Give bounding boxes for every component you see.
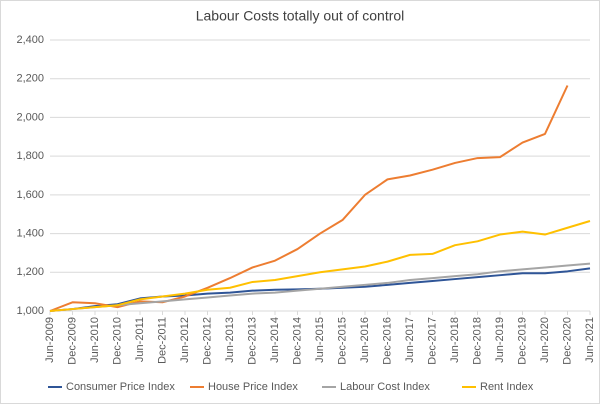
series-line [49, 262, 591, 312]
y-tick-label: 2,000 [16, 111, 44, 123]
x-tick-label: Dec-2013 [246, 317, 258, 365]
x-tick-label: Jun-2021 [584, 317, 596, 363]
legend-label: Consumer Price Index [66, 381, 175, 393]
y-tick-label: 1,800 [16, 150, 44, 162]
x-tick-label: Jun-2019 [494, 317, 506, 363]
x-tick-label: Jun-2009 [44, 317, 56, 363]
x-tick-label: Jun-2010 [89, 317, 101, 363]
x-tick-label: Dec-2014 [291, 317, 303, 365]
x-tick-label: Dec-2011 [156, 317, 168, 364]
legend-label: House Price Index [208, 381, 298, 393]
x-tick-label: Jun-2017 [404, 317, 416, 363]
x-tick-label: Jun-2014 [269, 317, 281, 363]
x-tick-label: Dec-2017 [426, 317, 438, 365]
x-tick-label: Dec-2009 [66, 317, 78, 365]
x-tick-label: Jun-2013 [224, 317, 236, 363]
x-tick-label: Dec-2018 [471, 317, 483, 365]
x-tick-label: Jun-2012 [179, 317, 191, 363]
series-line [49, 85, 569, 312]
x-tick-label: Jun-2016 [359, 317, 371, 363]
y-tick-label: 1,200 [16, 266, 44, 278]
x-tick-label: Jun-2015 [314, 317, 326, 363]
x-tick-label: Jun-2018 [449, 317, 461, 363]
legend-label: Labour Cost Index [340, 381, 430, 393]
x-tick-label: Jun-2020 [539, 317, 551, 363]
x-tick-label: Dec-2016 [381, 317, 393, 365]
series-line [49, 220, 591, 312]
x-tick-label: Dec-2015 [336, 317, 348, 365]
x-tick-label: Jun-2011 [134, 317, 146, 362]
x-tick-label: Dec-2020 [561, 317, 573, 365]
y-tick-label: 1,000 [16, 305, 44, 317]
x-tick-label: Dec-2010 [111, 317, 123, 365]
chart-title: Labour Costs totally out of control [196, 8, 405, 24]
y-tick-label: 2,400 [16, 34, 44, 46]
x-tick-label: Dec-2019 [516, 317, 528, 365]
x-tick-label: Dec-2012 [201, 317, 213, 365]
legend-label: Rent Index [480, 381, 534, 393]
y-tick-label: 1,600 [16, 189, 44, 201]
y-tick-label: 2,200 [16, 73, 44, 85]
y-tick-label: 1,400 [16, 227, 44, 239]
